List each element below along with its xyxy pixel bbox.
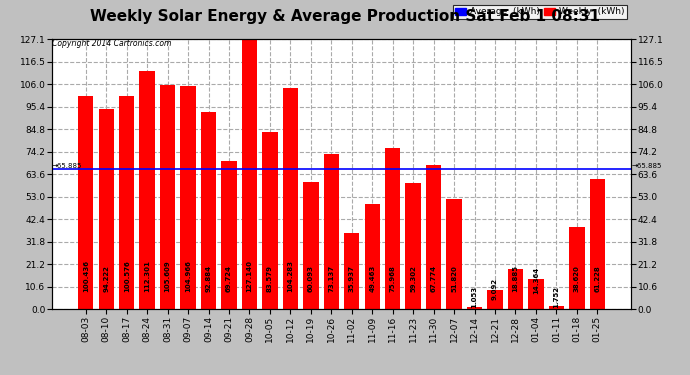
Bar xyxy=(426,165,442,309)
Text: 105.609: 105.609 xyxy=(165,261,170,292)
Bar xyxy=(487,290,503,309)
Bar xyxy=(241,39,257,309)
Bar xyxy=(590,179,605,309)
Text: Copyright 2014 Cartronics.com: Copyright 2014 Cartronics.com xyxy=(52,39,171,48)
Bar xyxy=(160,85,175,309)
Bar xyxy=(283,88,298,309)
Bar xyxy=(99,109,114,309)
Bar xyxy=(406,183,421,309)
Text: 94.222: 94.222 xyxy=(104,266,109,292)
Legend: Average  (kWh), Weekly  (kWh): Average (kWh), Weekly (kWh) xyxy=(453,5,627,19)
Text: 100.436: 100.436 xyxy=(83,260,89,292)
Bar xyxy=(139,71,155,309)
Text: 83.579: 83.579 xyxy=(267,266,273,292)
Bar xyxy=(344,233,359,309)
Text: 100.576: 100.576 xyxy=(124,261,130,292)
Bar xyxy=(221,161,237,309)
Text: 61.228: 61.228 xyxy=(594,266,600,292)
Text: 14.364: 14.364 xyxy=(533,267,539,294)
Text: 18.885: 18.885 xyxy=(513,266,518,292)
Bar xyxy=(364,204,380,309)
Text: 112.301: 112.301 xyxy=(144,261,150,292)
Text: 59.302: 59.302 xyxy=(410,266,416,292)
Text: 1.752: 1.752 xyxy=(553,285,560,308)
Text: 38.620: 38.620 xyxy=(574,266,580,292)
Text: 104.966: 104.966 xyxy=(185,261,191,292)
Text: 67.774: 67.774 xyxy=(431,265,437,292)
Bar xyxy=(529,279,544,309)
Text: Weekly Solar Energy & Average Production Sat Feb 1 08:31: Weekly Solar Energy & Average Production… xyxy=(90,9,600,24)
Bar xyxy=(569,227,584,309)
Bar xyxy=(180,86,196,309)
Bar xyxy=(549,306,564,309)
Text: 127.140: 127.140 xyxy=(246,260,253,292)
Text: →65.885: →65.885 xyxy=(52,164,82,170)
Bar xyxy=(324,154,339,309)
Bar xyxy=(303,182,319,309)
Bar xyxy=(508,269,523,309)
Text: 73.137: 73.137 xyxy=(328,265,335,292)
Text: 51.820: 51.820 xyxy=(451,266,457,292)
Text: 92.884: 92.884 xyxy=(206,265,212,292)
Bar xyxy=(201,112,216,309)
Text: 35.937: 35.937 xyxy=(348,266,355,292)
Text: 1.053: 1.053 xyxy=(471,286,477,308)
Bar xyxy=(385,148,400,309)
Bar xyxy=(467,307,482,309)
Bar xyxy=(262,132,277,309)
Text: 104.283: 104.283 xyxy=(288,260,293,292)
Text: →65.885: →65.885 xyxy=(631,164,662,170)
Text: 75.968: 75.968 xyxy=(390,266,395,292)
Text: 49.463: 49.463 xyxy=(369,265,375,292)
Text: 60.093: 60.093 xyxy=(308,266,314,292)
Bar xyxy=(78,96,93,309)
Bar xyxy=(446,199,462,309)
Text: 9.092: 9.092 xyxy=(492,278,498,300)
Text: 69.724: 69.724 xyxy=(226,266,232,292)
Bar xyxy=(119,96,135,309)
